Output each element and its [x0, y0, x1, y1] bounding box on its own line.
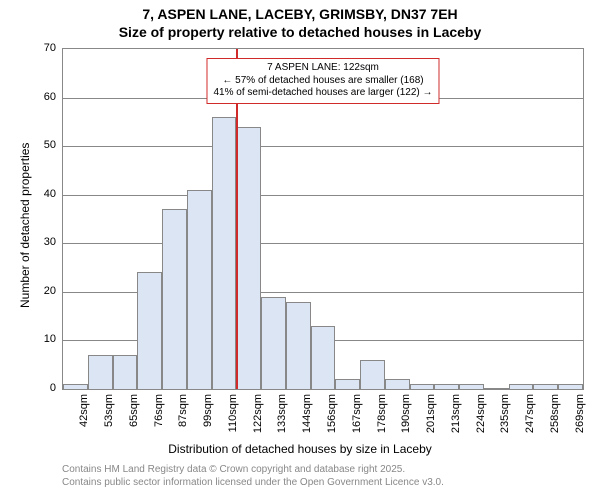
x-tick-label: 144sqm: [301, 394, 313, 433]
y-tick-label: 10: [34, 333, 56, 345]
histogram-bar: [558, 384, 583, 389]
callout-line-2: ← 57% of detached houses are smaller (16…: [213, 75, 432, 88]
x-axis-label: Distribution of detached houses by size …: [0, 442, 600, 456]
histogram-bar: [261, 297, 286, 389]
callout-line-3: 41% of semi-detached houses are larger (…: [213, 87, 432, 100]
histogram-bar: [434, 384, 459, 389]
y-tick-label: 70: [34, 42, 56, 54]
x-tick-label: 201sqm: [425, 394, 437, 433]
histogram-bar: [113, 355, 138, 389]
y-tick-label: 20: [34, 285, 56, 297]
x-tick-label: 167sqm: [351, 394, 363, 433]
gridline: [63, 195, 583, 196]
histogram-bar: [286, 302, 311, 389]
x-tick-label: 42sqm: [78, 394, 90, 427]
x-tick-label: 99sqm: [202, 394, 214, 427]
gridline: [63, 146, 583, 147]
x-tick-label: 156sqm: [326, 394, 338, 433]
y-tick-label: 30: [34, 236, 56, 248]
x-tick-label: 178sqm: [376, 394, 388, 433]
x-tick-label: 224sqm: [475, 394, 487, 433]
y-axis-label: Number of detached properties: [18, 143, 32, 308]
histogram-bar: [410, 384, 435, 389]
histogram-bar: [162, 209, 187, 389]
x-tick-label: 87sqm: [177, 394, 189, 427]
x-tick-label: 133sqm: [276, 394, 288, 433]
y-tick-label: 0: [34, 382, 56, 394]
histogram-bar: [236, 127, 261, 389]
x-tick-label: 235sqm: [499, 394, 511, 433]
x-tick-label: 122sqm: [252, 394, 264, 433]
histogram-bar: [459, 384, 484, 389]
histogram-bar: [484, 388, 509, 389]
x-tick-label: 76sqm: [153, 394, 165, 427]
histogram-bar: [88, 355, 113, 389]
histogram-bar: [187, 190, 212, 389]
x-tick-label: 258sqm: [549, 394, 561, 433]
plot-area: 7 ASPEN LANE: 122sqm ← 57% of detached h…: [62, 48, 584, 390]
histogram-bar: [360, 360, 385, 389]
histogram-bar: [311, 326, 336, 389]
x-tick-label: 65sqm: [128, 394, 140, 427]
histogram-bar: [385, 379, 410, 389]
y-tick-label: 50: [34, 139, 56, 151]
x-tick-label: 269sqm: [574, 394, 586, 433]
x-tick-label: 247sqm: [524, 394, 536, 433]
histogram-bar: [137, 272, 162, 389]
footer-attribution-2: Contains public sector information licen…: [62, 477, 444, 488]
histogram-bar: [533, 384, 558, 389]
footer-attribution-1: Contains HM Land Registry data © Crown c…: [62, 464, 405, 475]
histogram-bar: [212, 117, 237, 389]
callout-line-1: 7 ASPEN LANE: 122sqm: [213, 62, 432, 75]
chart-title-subtitle: Size of property relative to detached ho…: [0, 24, 600, 40]
x-tick-label: 190sqm: [400, 394, 412, 433]
y-tick-label: 40: [34, 188, 56, 200]
y-tick-label: 60: [34, 91, 56, 103]
x-tick-label: 213sqm: [450, 394, 462, 433]
histogram-bar: [509, 384, 534, 389]
gridline: [63, 243, 583, 244]
x-tick-label: 53sqm: [103, 394, 115, 427]
x-tick-label: 110sqm: [227, 394, 239, 432]
histogram-chart: 7, ASPEN LANE, LACEBY, GRIMSBY, DN37 7EH…: [0, 0, 600, 500]
histogram-bar: [63, 384, 88, 389]
callout-box: 7 ASPEN LANE: 122sqm ← 57% of detached h…: [206, 58, 439, 104]
chart-title-address: 7, ASPEN LANE, LACEBY, GRIMSBY, DN37 7EH: [0, 6, 600, 22]
histogram-bar: [335, 379, 360, 389]
